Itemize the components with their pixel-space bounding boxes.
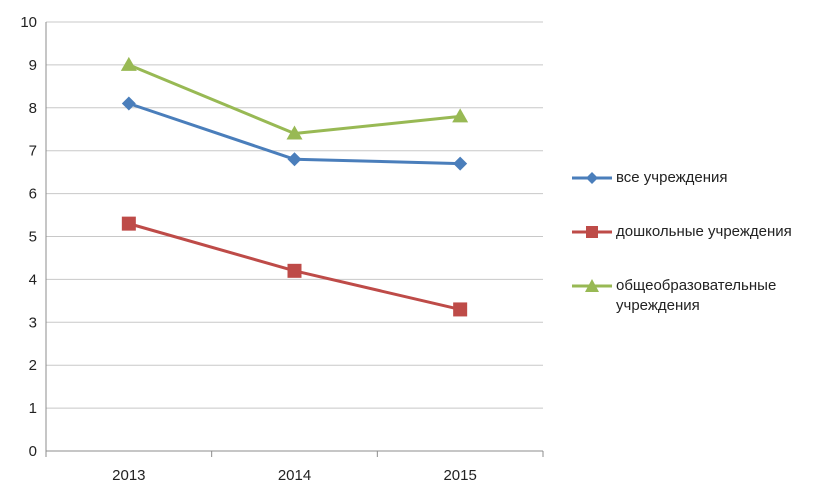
y-tick-label: 9 — [29, 57, 37, 74]
y-tick-label: 8 — [29, 100, 37, 117]
gridlines — [46, 21, 543, 409]
y-tick-label: 6 — [29, 186, 37, 203]
data-point-0-1 — [287, 152, 302, 167]
y-tick-label: 0 — [29, 443, 37, 460]
legend-label-preschool: дошкольные учреждения — [616, 223, 792, 240]
x-tick-label: 2013 — [112, 467, 145, 483]
y-tick-label: 1 — [29, 400, 37, 417]
legend-label-all: все учреждения — [616, 169, 728, 186]
legend-marker-square-icon — [572, 226, 612, 238]
legend-marker-diamond-icon — [572, 172, 612, 184]
x-tick-label: 2015 — [443, 467, 476, 483]
data-point-0-0 — [121, 96, 136, 111]
data-point-1-0 — [121, 216, 136, 231]
x-tick-label: 2014 — [278, 467, 311, 483]
legend-label-general: общеобразовательные учреждения — [616, 277, 777, 314]
data-point-2-1 — [286, 125, 303, 140]
x-tick-labels: 2013 2014 2015 — [112, 467, 477, 483]
legend: все учреждения дошкольные учреждения общ… — [572, 160, 832, 322]
y-tick-labels: 0 1 2 3 4 5 6 7 8 9 10 — [20, 14, 37, 460]
axes — [45, 22, 544, 457]
y-tick-label: 3 — [29, 314, 37, 331]
data-point-0-2 — [453, 156, 468, 171]
y-tick-label: 7 — [29, 143, 37, 160]
legend-item-all: все учреждения — [572, 160, 832, 214]
legend-item-preschool: дошкольные учреждения — [572, 214, 832, 268]
y-tick-label: 2 — [29, 357, 37, 374]
data-point-2-2 — [452, 108, 469, 123]
legend-item-general: общеобразовательные учреждения — [572, 268, 832, 322]
series-lines — [120, 56, 469, 317]
y-tick-label: 5 — [29, 229, 37, 246]
legend-marker-triangle-icon — [572, 279, 612, 292]
data-point-1-2 — [453, 302, 468, 317]
series-line-2 — [128, 63, 461, 136]
data-point-1-1 — [287, 263, 302, 278]
data-point-2-0 — [120, 56, 137, 71]
y-tick-label: 10 — [20, 14, 37, 31]
y-tick-label: 4 — [29, 271, 37, 288]
